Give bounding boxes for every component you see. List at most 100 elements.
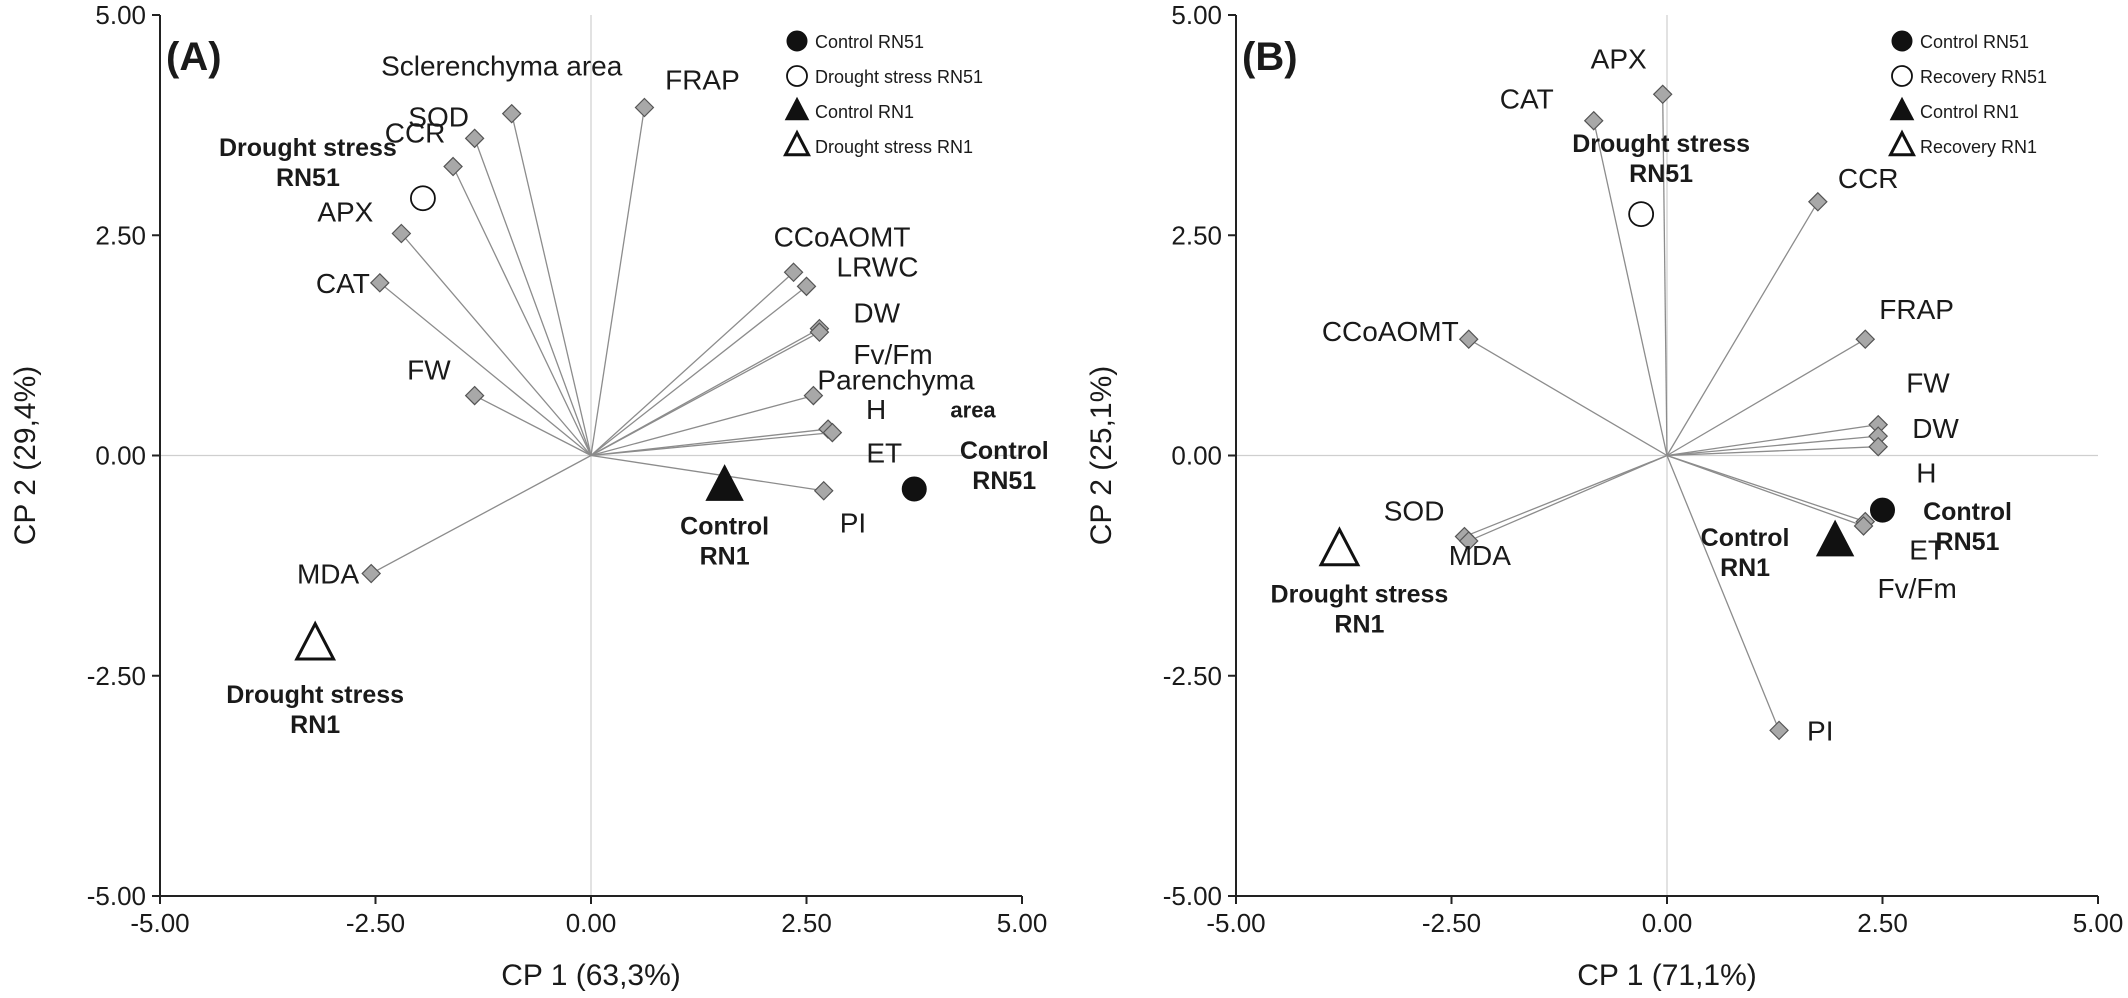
- loading-diamond-marker: [464, 128, 485, 149]
- group-score-label: Drought stress RN51: [1572, 130, 1750, 188]
- legend-entry-label: Drought stress RN1: [815, 137, 973, 157]
- loading-diamond-marker: [443, 156, 463, 177]
- group-score-marker: [294, 620, 337, 661]
- legend-marker: [786, 30, 808, 52]
- loading-vector-line: [379, 282, 592, 457]
- loading-label: FW: [1906, 368, 1950, 399]
- x-tick-label: 5.00: [997, 908, 1048, 938]
- loading-vector-line: [1593, 120, 1668, 456]
- loading-vector-line: [1464, 454, 1668, 538]
- y-tick-label: -2.50: [1163, 661, 1222, 691]
- loading-diamond-marker: [1583, 110, 1604, 131]
- loading-vector-line: [474, 395, 592, 457]
- loading-vector-line: [590, 428, 829, 457]
- group-score-marker: [901, 476, 927, 502]
- loading-diamond-marker: [634, 97, 655, 118]
- y-tick-label: 0.00: [1171, 441, 1222, 471]
- legend-entry-label: Recovery RN1: [1920, 137, 2037, 157]
- y-tick-label: 5.00: [1171, 0, 1222, 30]
- loading-label: CAT: [1500, 84, 1554, 115]
- legend: Control RN51 Recovery RN51 Control RN1 Reco…: [1888, 30, 2047, 157]
- x-tick-label: 2.50: [1857, 908, 1908, 938]
- group-score-marker: [1815, 519, 1855, 557]
- x-tick-label: 0.00: [566, 908, 617, 938]
- y-tick-label: 2.50: [1171, 220, 1222, 250]
- loading-vector-line: [1666, 435, 1879, 457]
- legend-entry-label: Control RN51: [1920, 32, 2029, 52]
- loading-diamond-marker: [1652, 84, 1673, 105]
- legend-marker: [784, 96, 810, 121]
- loading-diamond-marker: [1458, 531, 1479, 551]
- loading-label: LRWC: [837, 251, 919, 282]
- loading-diamond-marker: [1769, 720, 1789, 741]
- loading-label: Sclerenchyma area: [381, 51, 623, 82]
- loading-label: DW: [1912, 413, 1959, 444]
- loading-vector-line: [590, 394, 814, 457]
- loading-vector-line: [1666, 454, 1864, 527]
- loading-label: Parenchyma area: [817, 365, 996, 423]
- loading-diamond-marker: [369, 272, 390, 293]
- loading-label: PI: [1807, 715, 1833, 746]
- legend-marker: [1889, 96, 1915, 121]
- loading-vector-line: [590, 285, 807, 457]
- y-axis-title: CP 2 (29,4%): [9, 366, 42, 546]
- loading-diamond-marker: [501, 103, 522, 124]
- loading-vector-line: [590, 431, 833, 457]
- x-tick-label: 2.50: [781, 908, 832, 938]
- loading-vector-line: [1468, 454, 1668, 542]
- loading-vector-line: [1666, 446, 1879, 457]
- group-score-marker: [410, 185, 436, 212]
- x-tick-label: 5.00: [2073, 908, 2124, 938]
- legend: Control RN51 Drought stress RN51 Control R…: [783, 30, 983, 157]
- loading-label: CCoAOMT: [774, 221, 911, 252]
- loading-diamond-marker: [1853, 516, 1874, 536]
- loading-label: Fv/Fm: [853, 339, 932, 370]
- legend-entry-label: Control RN51: [815, 32, 924, 52]
- loading-diamond-marker: [1458, 329, 1479, 350]
- loading-label: CCR: [1838, 163, 1899, 194]
- loading-vector-line: [452, 166, 592, 456]
- loading-diamond-marker: [391, 223, 412, 244]
- loading-diamond-marker: [813, 480, 834, 501]
- loading-label: FRAP: [665, 65, 740, 96]
- loading-diamond-marker: [361, 563, 382, 584]
- loading-label: FRAP: [1879, 294, 1954, 325]
- legend-marker: [1891, 30, 1913, 52]
- loading-label: APX: [317, 196, 373, 227]
- loading-vector-line: [511, 113, 592, 456]
- x-tick-label: 0.00: [1642, 908, 1693, 938]
- loading-diamond-marker: [809, 322, 830, 343]
- legend-entry-label: Recovery RN51: [1920, 67, 2047, 87]
- y-tick-label: -2.50: [87, 661, 146, 691]
- loading-vector-line: [590, 454, 824, 492]
- loading-label: APX: [1591, 43, 1647, 74]
- loading-diamond-marker: [796, 276, 817, 297]
- x-axis-title: CP 1 (63,3%): [501, 959, 681, 992]
- loading-vector-line: [590, 331, 820, 457]
- loading-vector-line: [370, 454, 592, 575]
- loading-label: ET: [1909, 535, 1945, 566]
- loading-vector-line: [1666, 455, 1780, 731]
- loading-diamond-marker: [803, 385, 824, 406]
- loading-label: H: [1916, 458, 1936, 489]
- loading-vector-line: [590, 107, 646, 456]
- loading-diamond-marker: [1808, 191, 1828, 212]
- loading-label: H: [866, 394, 886, 425]
- group-score-label: Drought stress RN1: [1271, 581, 1449, 639]
- loading-diamond-marker: [1855, 329, 1876, 350]
- group-score-marker: [1870, 497, 1895, 523]
- group-score-label: Control RN1: [1701, 524, 1790, 582]
- y-tick-label: -5.00: [87, 881, 146, 911]
- x-tick-label: -2.50: [346, 908, 405, 938]
- loading-label: DW: [853, 298, 900, 329]
- y-axis-title: CP 2 (25,1%): [1085, 366, 1118, 546]
- y-tick-label: 2.50: [95, 220, 146, 250]
- panel-label: (B): [1242, 35, 1298, 79]
- legend-entry-label: Control RN1: [815, 102, 914, 122]
- loading-diamond-marker: [464, 385, 485, 406]
- legend-marker: [1891, 65, 1913, 87]
- y-tick-label: 0.00: [95, 441, 146, 471]
- loading-vector-line: [1666, 201, 1819, 456]
- loading-label: ET: [866, 438, 902, 469]
- loading-vector-line: [474, 138, 592, 456]
